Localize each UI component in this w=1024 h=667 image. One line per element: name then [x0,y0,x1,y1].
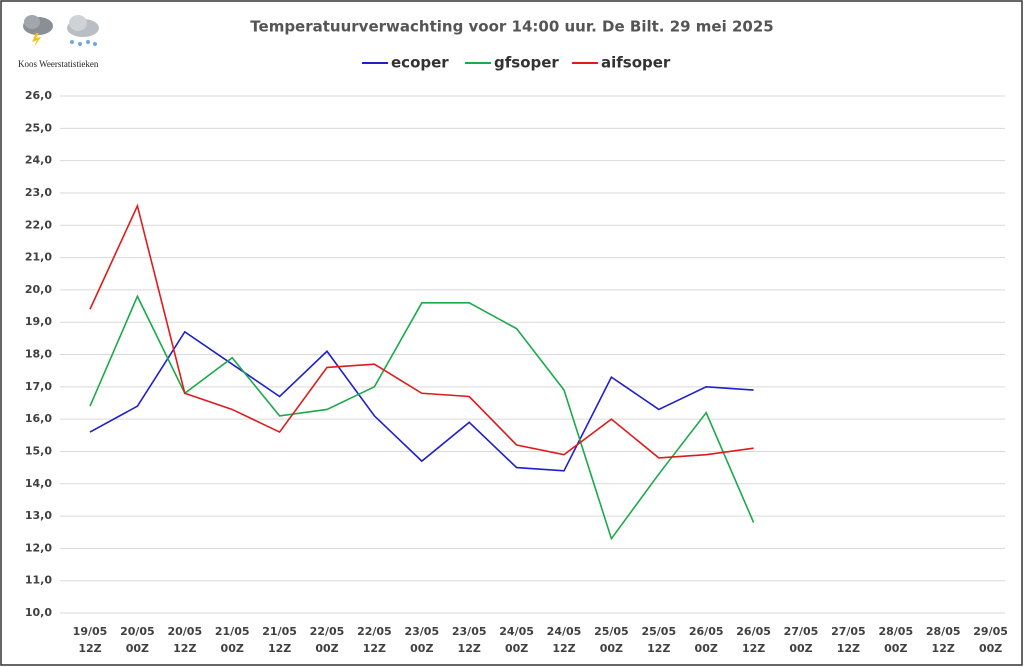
y-tick-label: 11,0 [25,574,52,587]
x-tick-label: 21/05 [262,625,297,638]
x-tick-label: 25/05 [594,625,629,638]
x-tick-label: 26/05 [689,625,724,638]
x-tick-label: 00Z [505,642,528,655]
y-tick-label: 18,0 [25,348,52,361]
y-tick-label: 14,0 [25,477,52,490]
x-tick-label: 00Z [884,642,907,655]
series-line [89,330,754,472]
x-tick-label: 23/05 [404,625,439,638]
y-tick-label: 10,0 [25,606,52,619]
y-tick-label: 26,0 [25,89,52,102]
y-tick-label: 17,0 [25,380,52,393]
x-tick-label: 20/05 [167,625,202,638]
x-tick-label: 12Z [837,642,860,655]
y-tick-label: 12,0 [25,541,52,554]
legend-item: gfsoper [465,54,559,72]
chart-title: Temperatuurverwachting voor 14:00 uur. D… [250,18,773,36]
x-tick-label: 00Z [221,642,244,655]
x-tick-label: 12Z [552,642,575,655]
y-tick-label: 16,0 [25,412,52,425]
y-tick-label: 19,0 [25,315,52,328]
x-tick-label: 00Z [600,642,623,655]
y-tick-label: 21,0 [25,251,52,264]
x-tick-label: 19/05 [73,625,108,638]
legend-label: ecoper [391,54,449,72]
legend-label: aifsoper [601,54,671,72]
series-line [89,294,755,541]
x-tick-label: 22/05 [310,625,345,638]
x-tick-label: 00Z [979,642,1002,655]
logo [23,15,99,47]
x-tick-label: 23/05 [452,625,487,638]
y-tick-label: 25,0 [25,121,52,134]
x-tick-label: 28/05 [878,625,913,638]
x-tick-label: 24/05 [499,625,534,638]
y-tick-label: 13,0 [25,509,52,522]
x-tick-label: 12Z [78,642,101,655]
y-tick-label: 20,0 [25,283,52,296]
legend-label: gfsoper [494,54,559,72]
x-tick-label: 27/05 [784,625,819,638]
x-tick-label: 12Z [458,642,481,655]
x-tick-label: 27/05 [831,625,866,638]
x-tick-label: 12Z [742,642,765,655]
watermark: Koos Weerstatistieken [18,59,99,69]
x-tick-label: 22/05 [357,625,392,638]
x-tick-label: 12Z [173,642,196,655]
x-tick-label: 12Z [363,642,386,655]
x-tick-label: 29/05 [973,625,1008,638]
x-tick-label: 00Z [315,642,338,655]
y-tick-label: 24,0 [25,154,52,167]
x-tick-label: 00Z [410,642,433,655]
x-tick-label: 12Z [647,642,670,655]
legend-item: ecoper [362,54,449,72]
y-tick-label: 15,0 [25,444,52,457]
x-tick-label: 24/05 [547,625,582,638]
x-tick-label: 20/05 [120,625,155,638]
x-tick-label: 21/05 [215,625,250,638]
x-tick-label: 00Z [695,642,718,655]
x-tick-label: 25/05 [641,625,676,638]
x-tick-label: 00Z [789,642,812,655]
y-tick-label: 22,0 [25,218,52,231]
x-tick-label: 12Z [932,642,955,655]
legend-item: aifsoper [572,54,671,72]
x-tick-label: 28/05 [926,625,961,638]
x-tick-label: 00Z [126,642,149,655]
y-tick-label: 23,0 [25,186,52,199]
series-line [89,203,754,459]
x-tick-label: 26/05 [736,625,771,638]
x-tick-label: 12Z [268,642,291,655]
